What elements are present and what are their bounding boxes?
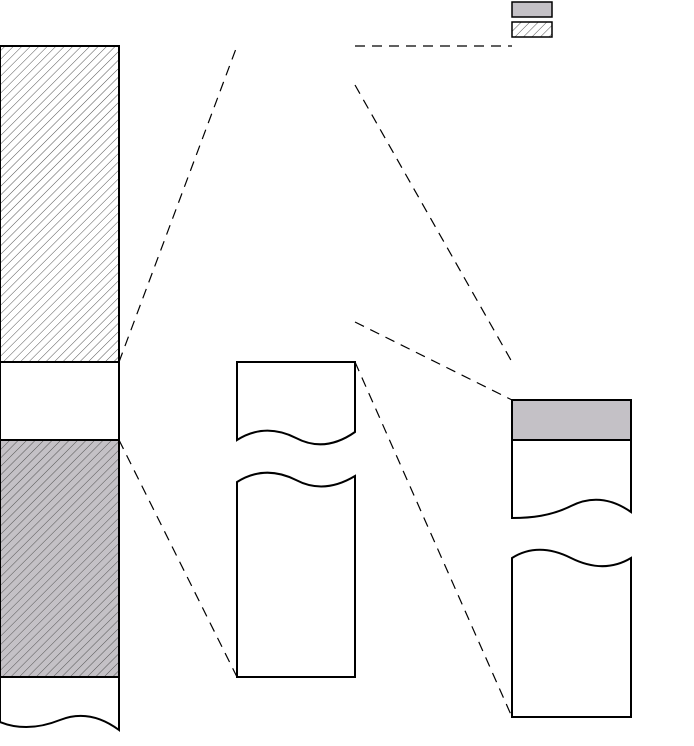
connector-lines — [118, 45, 513, 718]
connector-line — [118, 439, 238, 678]
unused-block — [0, 676, 120, 732]
connector-line — [354, 321, 513, 401]
right-latch-cell — [511, 399, 632, 441]
connector-line — [354, 84, 513, 363]
keyboard-latch-block — [0, 361, 120, 441]
connector-line — [354, 361, 513, 718]
legend-write-swatch — [511, 1, 553, 18]
legend — [511, 1, 553, 38]
middle-tail-block — [236, 361, 356, 446]
right-latch-section — [511, 399, 632, 718]
legend-read-swatch — [511, 21, 553, 38]
ram-block — [0, 439, 120, 678]
rom-block — [0, 45, 120, 363]
connector-line — [118, 45, 238, 363]
middle-wavy-blocks — [236, 361, 356, 678]
left-memory-column — [0, 45, 120, 732]
right-repeats-block — [511, 439, 632, 520]
right-tail-block — [511, 548, 632, 718]
middle-repeats-block — [236, 471, 356, 678]
